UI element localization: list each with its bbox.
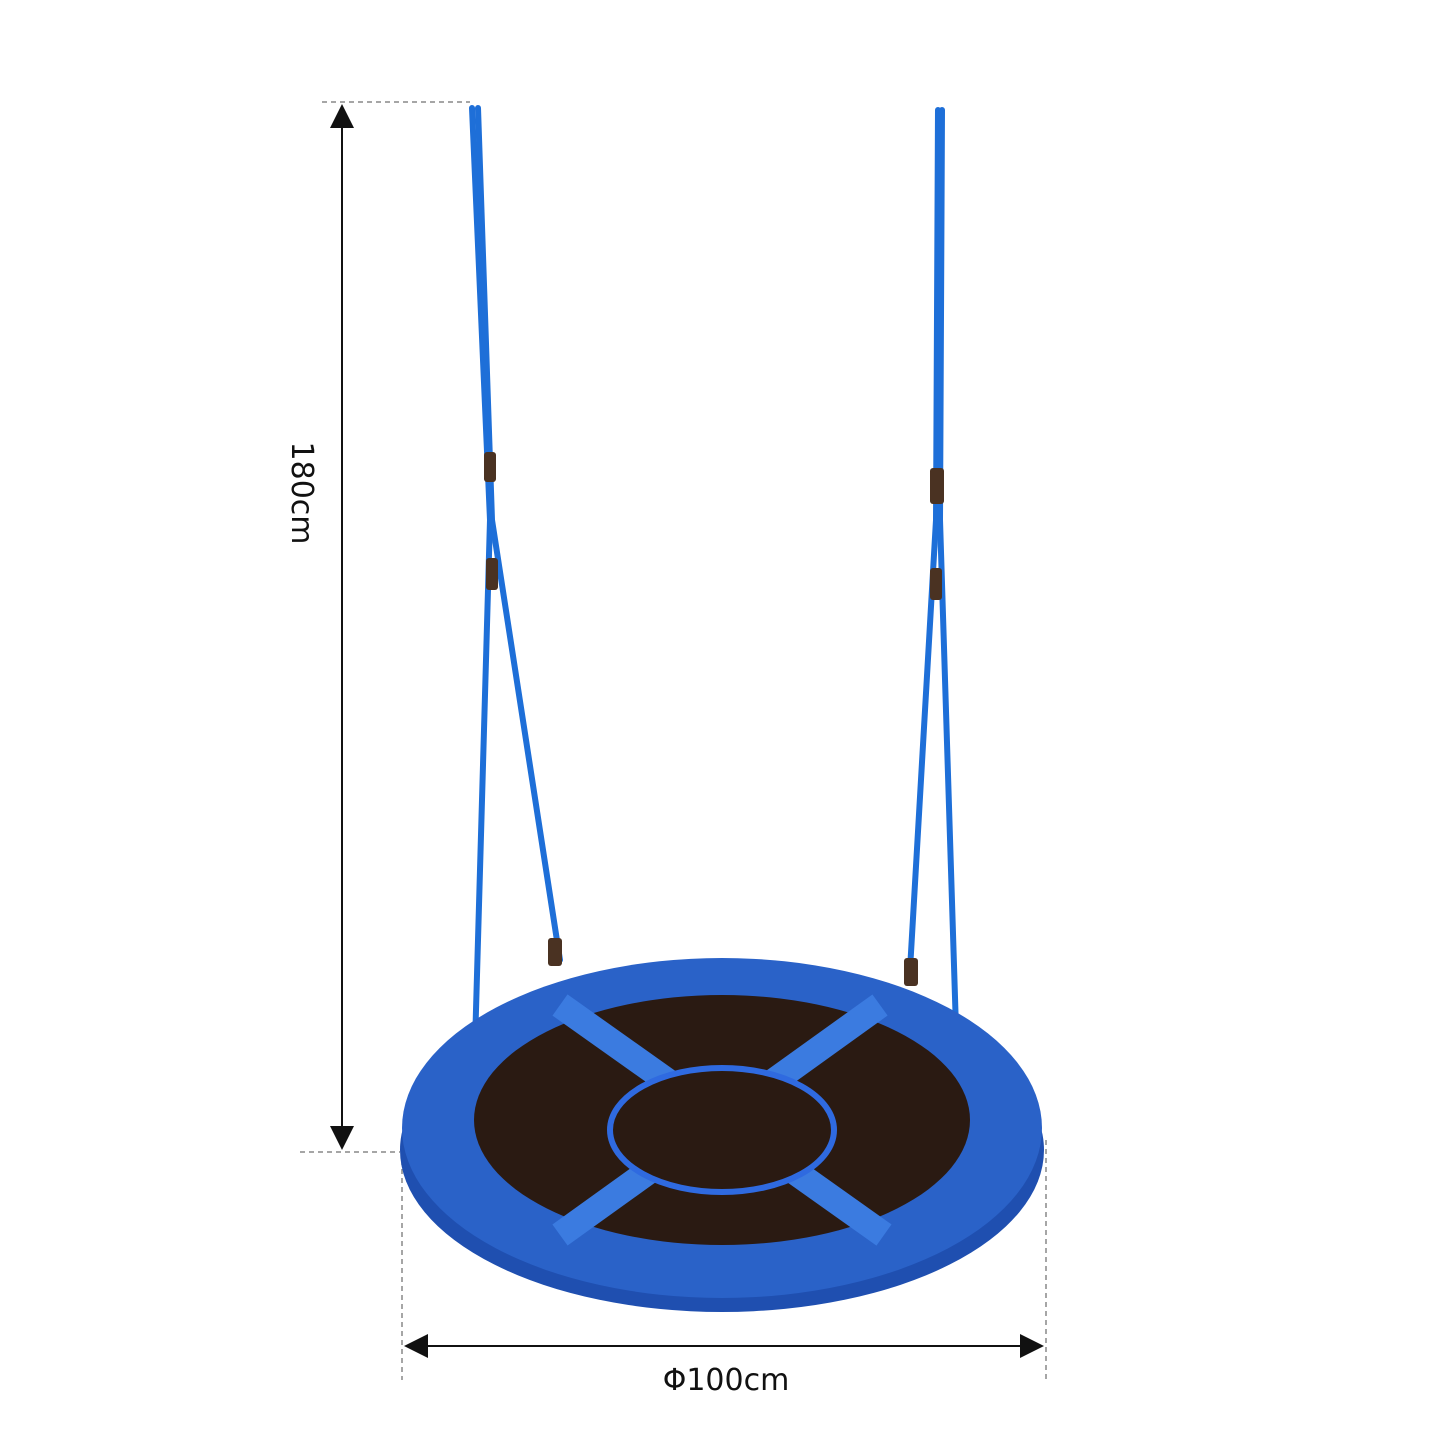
swing-seat — [400, 958, 1044, 1312]
dimension-lines — [300, 101, 1047, 1380]
diameter-label: Φ100cm — [663, 1363, 790, 1398]
height-label: 180cm — [284, 442, 319, 545]
ropes — [467, 105, 965, 1223]
